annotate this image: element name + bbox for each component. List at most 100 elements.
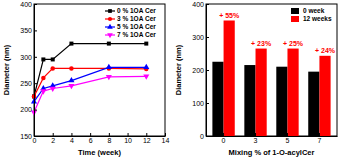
tick: 300 bbox=[192, 34, 209, 41]
point bbox=[41, 76, 46, 81]
tick-mark bbox=[34, 30, 37, 31]
tick-mark bbox=[34, 83, 37, 84]
legend-label: 0 % 1OA Cer bbox=[117, 7, 156, 14]
marks bbox=[212, 21, 330, 137]
legend-entry: 7 % 1OA Cer bbox=[105, 31, 156, 38]
tick-label: 0 bbox=[200, 133, 204, 140]
tick-mark bbox=[109, 133, 110, 136]
legend: 0 % 1OA Cer3 % 1OA Cer5 % 1OA Cer7 % 1OA… bbox=[105, 7, 156, 38]
tick-mark bbox=[223, 133, 224, 136]
legend-entry: 0 % 1OA Cer bbox=[105, 7, 156, 14]
annotation: + 25% bbox=[283, 40, 304, 47]
tick-label: 150 bbox=[20, 133, 32, 140]
tick-mark bbox=[146, 133, 147, 136]
tick-label: 200 bbox=[20, 106, 32, 113]
tick-label: 10 bbox=[124, 137, 132, 144]
tick: 2 bbox=[51, 133, 55, 144]
bar bbox=[256, 49, 267, 136]
tick: 7 bbox=[317, 133, 321, 144]
point bbox=[51, 57, 55, 61]
plot-frame bbox=[206, 4, 337, 136]
tick-mark bbox=[206, 70, 209, 71]
series-line bbox=[34, 67, 146, 101]
bar bbox=[212, 62, 223, 136]
point bbox=[50, 66, 55, 71]
tick: 250 bbox=[20, 80, 37, 87]
figure: 15020025030035040002468101214Time (week)… bbox=[0, 0, 342, 160]
bar bbox=[308, 72, 319, 136]
tick-label: 4 bbox=[70, 137, 74, 144]
tick-label: 14 bbox=[162, 137, 170, 144]
tick: 200 bbox=[192, 67, 209, 74]
tick: 6 bbox=[89, 133, 93, 144]
tick-mark bbox=[34, 57, 37, 58]
tick: 5 bbox=[286, 133, 290, 144]
tick: 0 bbox=[222, 133, 226, 144]
legend-entry: 12 weeks bbox=[291, 15, 332, 22]
y-axis: 0 100 200 300 400 bbox=[192, 1, 209, 140]
bar bbox=[224, 21, 235, 137]
tick-mark bbox=[34, 133, 35, 136]
legend-label: 7 % 1OA Cer bbox=[117, 31, 156, 38]
point bbox=[106, 64, 112, 69]
marks bbox=[31, 42, 149, 116]
tick-label: 5 bbox=[286, 137, 290, 144]
bar bbox=[287, 49, 298, 136]
tick: 100 bbox=[192, 100, 209, 107]
tick-label: 12 bbox=[143, 137, 151, 144]
tick-label: 0 bbox=[33, 137, 37, 144]
chart: 15020025030035040002468101214Time (week)… bbox=[2, 1, 169, 157]
bar bbox=[319, 56, 330, 136]
bar bbox=[244, 65, 255, 136]
point bbox=[69, 42, 73, 46]
tick: 400 bbox=[20, 1, 37, 8]
legend-marker bbox=[108, 9, 112, 13]
tick-label: 400 bbox=[20, 1, 32, 8]
tick-label: 3 bbox=[254, 137, 258, 144]
legend-marker bbox=[108, 17, 112, 21]
series-line bbox=[34, 44, 146, 97]
tick: 10 bbox=[124, 133, 132, 144]
point bbox=[143, 64, 149, 69]
tick-mark bbox=[206, 103, 209, 104]
annotation: + 55% bbox=[219, 12, 240, 19]
tick: 8 bbox=[107, 133, 111, 144]
x-axis-title: Mixing % of 1-O-acylCer bbox=[229, 148, 315, 157]
x-axis: 0 3 5 7 bbox=[207, 133, 338, 144]
chart: 01002003004000357+ 55%+ 23%+ 25%+ 24%Mix… bbox=[174, 1, 338, 157]
y-axis-title: Diameter (nm) bbox=[174, 44, 183, 95]
series-line bbox=[34, 68, 146, 96]
tick-mark bbox=[206, 4, 209, 5]
tick: 12 bbox=[143, 133, 151, 144]
point bbox=[68, 84, 74, 89]
tick-mark bbox=[206, 37, 209, 38]
axis-line bbox=[34, 5, 35, 137]
legend-label: 12 weeks bbox=[303, 15, 332, 22]
tick-label: 350 bbox=[20, 27, 32, 34]
tick-label: 300 bbox=[192, 34, 204, 41]
legend-entry: 5 % 1OA Cer bbox=[105, 23, 156, 30]
point bbox=[107, 42, 111, 46]
y-axis-title: Diameter (nm) bbox=[2, 44, 11, 95]
x-axis-title: Time (week) bbox=[78, 148, 121, 157]
tick-mark bbox=[71, 133, 72, 136]
y-axis: 150200250300350400 bbox=[20, 1, 37, 140]
tick-label: 400 bbox=[192, 1, 204, 8]
tick-label: 0 bbox=[222, 137, 226, 144]
tick: 0 bbox=[33, 133, 37, 144]
legend-entry: 0 week bbox=[291, 7, 325, 14]
tick-label: 250 bbox=[20, 80, 32, 87]
legend-swatch bbox=[291, 8, 299, 14]
plot-frame bbox=[34, 4, 165, 136]
legend-marker bbox=[107, 24, 113, 29]
point bbox=[143, 75, 149, 80]
tick-mark bbox=[255, 133, 256, 136]
tick-mark bbox=[319, 133, 320, 136]
tick-mark bbox=[53, 133, 54, 136]
legend: 0 week12 weeks bbox=[291, 7, 332, 22]
tick-label: 2 bbox=[51, 137, 55, 144]
tick-mark bbox=[34, 4, 37, 5]
legend-marker bbox=[107, 33, 113, 38]
point bbox=[68, 77, 74, 82]
point bbox=[50, 87, 56, 92]
